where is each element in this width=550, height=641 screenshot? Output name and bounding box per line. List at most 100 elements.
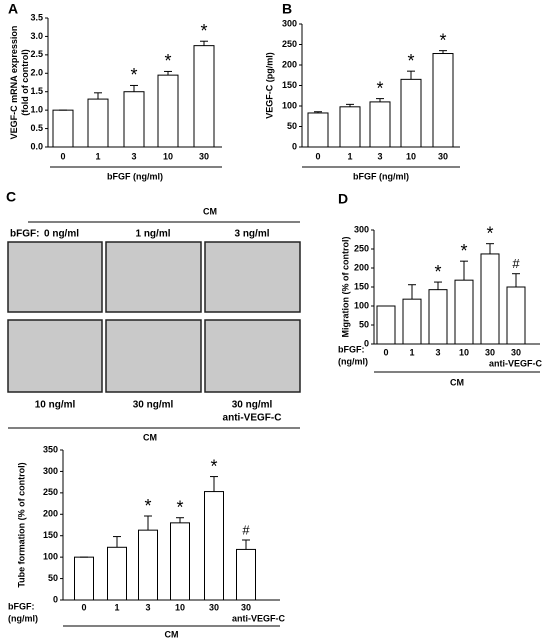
- x-axis-label: bFGF (ng/ml): [107, 171, 163, 181]
- y-tick-label: 2.5: [30, 49, 43, 59]
- y-tick-label: 150: [282, 80, 297, 90]
- image-label: 10 ng/ml: [35, 400, 76, 411]
- significance-marker: #: [512, 256, 520, 271]
- x-axis-label: bFGF:: [338, 344, 365, 354]
- y-tick-label: 100: [354, 300, 369, 310]
- x-tick-label: 30: [209, 602, 219, 612]
- group-label: CM: [143, 432, 157, 442]
- y-tick-label: 200: [354, 262, 369, 272]
- bar: [157, 74, 179, 148]
- x-tick-label: 10: [406, 151, 416, 161]
- y-tick-label: 250: [43, 487, 58, 497]
- significance-marker: *: [210, 456, 217, 476]
- x-tick-label: 30: [199, 151, 209, 161]
- micrographs: [7, 241, 301, 393]
- y-tick-label: 0: [292, 141, 297, 151]
- bar: [236, 548, 256, 601]
- x-tick-label: 0: [383, 347, 388, 357]
- x-tick-label: 30: [241, 602, 251, 612]
- x-tick-label: 30: [485, 347, 495, 357]
- group-label: CM: [203, 206, 217, 216]
- bar: [204, 491, 224, 601]
- y-tick-label: 50: [287, 121, 297, 131]
- panel-letter: C: [6, 189, 16, 205]
- x-tick-label: 10: [163, 151, 173, 161]
- x-tick-label: 1: [347, 151, 352, 161]
- y-tick-label: 1.0: [30, 105, 43, 115]
- bar: [506, 286, 526, 345]
- row-prefix: bFGF:: [10, 229, 39, 240]
- bar: [107, 546, 127, 601]
- y-tick-label: 250: [354, 243, 369, 253]
- bar: [123, 91, 145, 148]
- bar: [369, 101, 391, 148]
- bar: [193, 45, 215, 148]
- micrograph: [105, 241, 202, 313]
- significance-marker: *: [130, 65, 137, 85]
- y-axis-label: VEGF-C mRNA expression: [9, 26, 19, 140]
- x-axis-label: bFGF (ng/ml): [353, 171, 409, 181]
- significance-marker: *: [164, 51, 171, 71]
- image-label: 3 ng/ml: [234, 229, 269, 240]
- x-tick-label: 30: [438, 151, 448, 161]
- significance-marker: *: [200, 21, 207, 41]
- bar: [480, 253, 500, 345]
- image-label: 30 ng/ml: [133, 400, 174, 411]
- x-tick-label: 10: [459, 347, 469, 357]
- micrograph: [204, 241, 301, 313]
- y-tick-label: 0.5: [30, 123, 43, 133]
- y-tick-label: 0: [53, 594, 58, 604]
- significance-marker: *: [144, 496, 151, 516]
- micrograph: [7, 319, 103, 393]
- y-axis-label: Tube formation (% of control): [16, 462, 26, 587]
- bar: [402, 298, 422, 345]
- x-tick-label: 3: [435, 347, 440, 357]
- y-tick-label: 3.5: [30, 12, 43, 22]
- image-label: 30 ng/ml: [232, 400, 273, 411]
- x-axis-label: (ng/ml): [8, 613, 38, 623]
- x-tick-label: 3: [131, 151, 136, 161]
- x-tick-label: 1: [409, 347, 414, 357]
- significance-marker: *: [176, 497, 183, 517]
- y-tick-label: 0: [364, 338, 369, 348]
- x-axis-label: (ng/ml): [338, 356, 368, 366]
- y-tick-label: 2.0: [30, 68, 43, 78]
- micrograph: [7, 241, 103, 313]
- y-axis-label: Migration (% of control): [340, 237, 350, 338]
- y-axis-label: VEGF-C (pg/ml): [264, 52, 274, 119]
- x-tick-label: 3: [145, 602, 150, 612]
- x-tick-label: 0: [315, 151, 320, 161]
- image-label: 1 ng/ml: [135, 229, 170, 240]
- bar: [87, 98, 109, 148]
- y-tick-label: 200: [282, 59, 297, 69]
- y-tick-label: 300: [354, 224, 369, 234]
- significance-marker: *: [407, 51, 414, 71]
- micrograph: [204, 319, 301, 393]
- bar: [376, 305, 396, 345]
- y-tick-label: 150: [354, 281, 369, 291]
- bar: [138, 529, 158, 601]
- note: anti-VEGF-C: [232, 613, 285, 623]
- x-tick-label: 0: [81, 602, 86, 612]
- y-tick-label: 100: [282, 100, 297, 110]
- y-tick-label: 0.0: [30, 141, 43, 151]
- y-tick-label: 50: [48, 573, 58, 583]
- y-tick-label: 1.5: [30, 86, 43, 96]
- bar: [454, 279, 474, 345]
- y-tick-label: 3.0: [30, 31, 43, 41]
- note: anti-VEGF-C: [223, 413, 282, 424]
- panel-letter: A: [8, 1, 18, 17]
- y-tick-label: 350: [43, 444, 58, 454]
- y-tick-label: 250: [282, 39, 297, 49]
- micrograph: [105, 319, 202, 393]
- note: anti-VEGF-C: [489, 358, 542, 368]
- x-tick-label: 10: [175, 602, 185, 612]
- significance-marker: *: [439, 30, 446, 50]
- significance-marker: *: [376, 78, 383, 98]
- bar: [52, 109, 74, 148]
- y-tick-label: 100: [43, 552, 58, 562]
- y-tick-label: 150: [43, 530, 58, 540]
- significance-marker: *: [486, 223, 493, 243]
- x-tick-label: 0: [60, 151, 65, 161]
